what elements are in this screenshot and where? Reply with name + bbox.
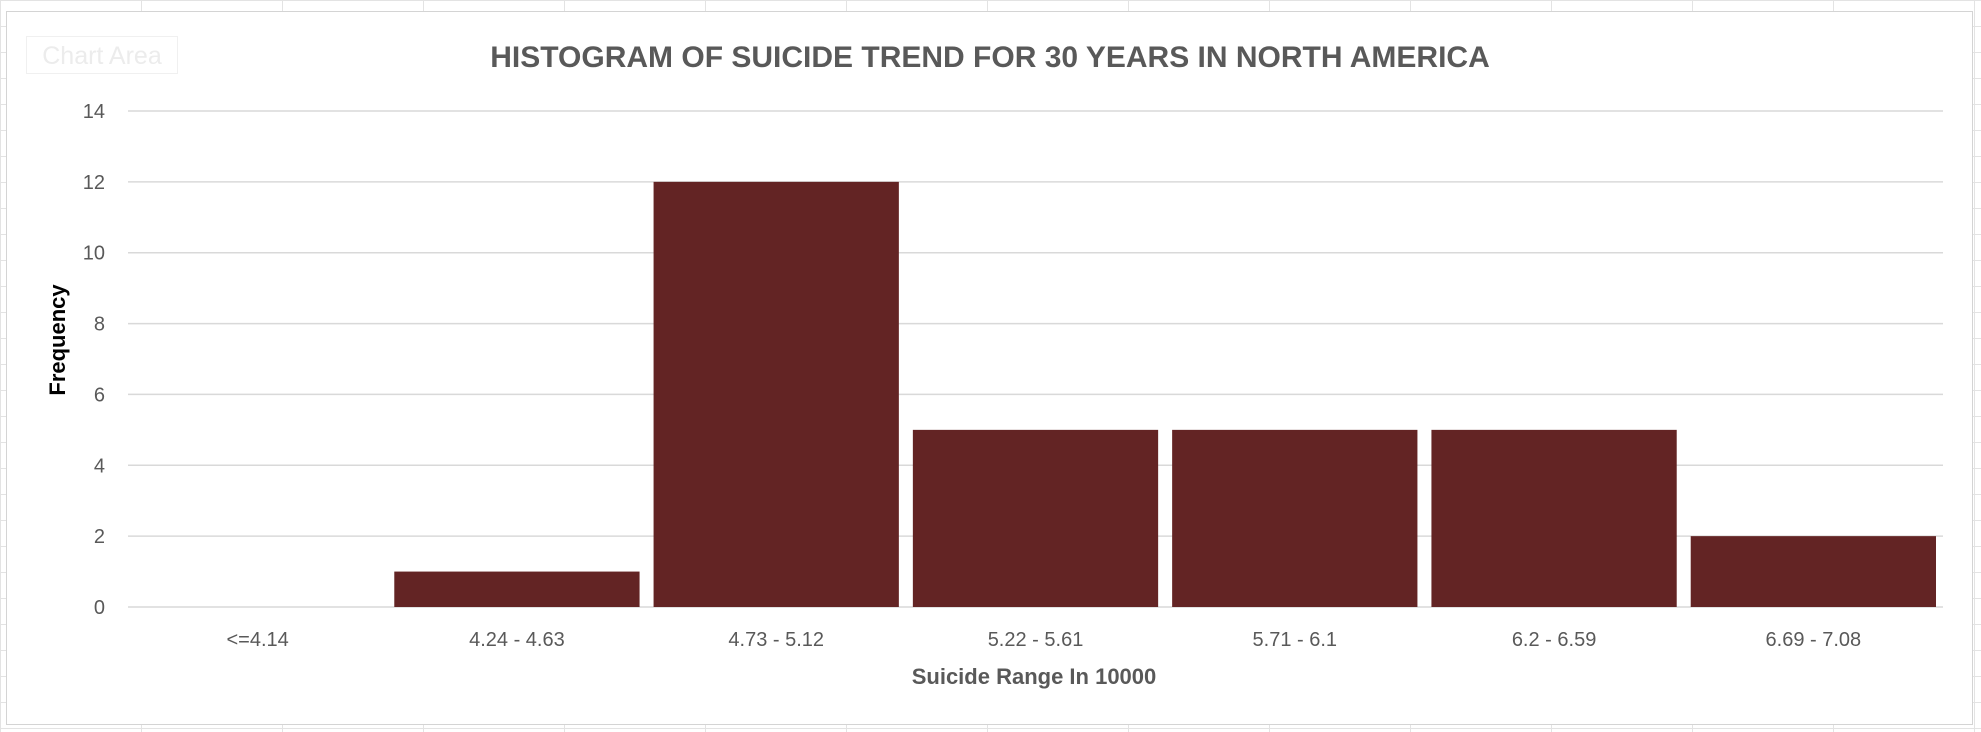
histogram-bar[interactable]	[1690, 536, 1936, 607]
y-axis-tick-labels: 0 2 4 6 8 10 12 14	[83, 101, 105, 619]
y-tick-label: 12	[83, 172, 105, 194]
x-axis-tick-labels: <=4.14 4.24 - 4.63 4.73 - 5.12 5.22 - 5.61 5…	[226, 629, 1861, 651]
y-tick-label: 14	[83, 101, 105, 123]
y-tick-label: 2	[94, 526, 105, 548]
bars	[394, 181, 1936, 607]
x-tick-label: 6.2 - 6.59	[1512, 629, 1597, 651]
y-tick-label: 6	[94, 384, 105, 406]
histogram-bar[interactable]	[653, 181, 899, 607]
x-tick-label: 6.69 - 7.08	[1766, 629, 1862, 651]
y-tick-label: 8	[94, 314, 105, 336]
y-tick-label: 0	[94, 597, 105, 619]
y-axis-title: Frequency	[45, 284, 70, 396]
chart-area-tooltip: Chart Area	[26, 36, 178, 74]
histogram-bar[interactable]	[1431, 429, 1677, 607]
chart-title: HISTOGRAM OF SUICIDE TREND FOR 30 YEARS …	[490, 41, 1490, 74]
x-axis-title: Suicide Range In 10000	[912, 664, 1157, 689]
x-tick-label: 4.73 - 5.12	[728, 629, 824, 651]
x-tick-label: 5.71 - 6.1	[1253, 629, 1338, 651]
x-tick-label: 5.22 - 5.61	[988, 629, 1084, 651]
histogram-bar[interactable]	[1172, 429, 1418, 607]
y-tick-label: 4	[94, 455, 105, 477]
x-tick-label: <=4.14	[226, 629, 288, 651]
histogram-bar[interactable]	[394, 571, 640, 607]
y-tick-label: 10	[83, 243, 105, 265]
x-tick-label: 4.24 - 4.63	[469, 629, 565, 651]
histogram-bar[interactable]	[912, 429, 1159, 607]
